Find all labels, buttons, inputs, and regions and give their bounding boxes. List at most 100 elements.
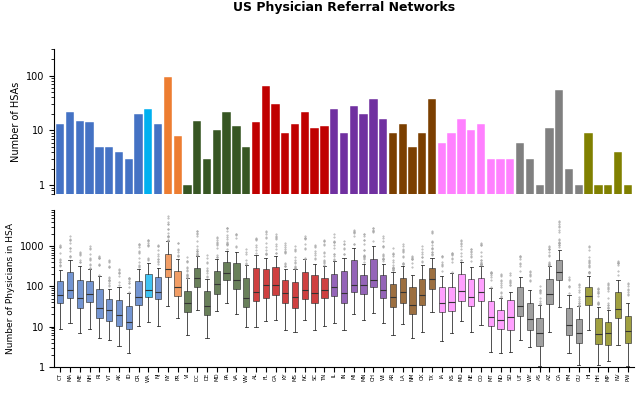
Bar — [86, 122, 94, 412]
Bar — [212, 130, 221, 412]
Bar — [447, 133, 456, 412]
PathPatch shape — [214, 271, 220, 294]
PathPatch shape — [399, 278, 406, 303]
Bar — [545, 128, 554, 412]
PathPatch shape — [175, 271, 181, 296]
PathPatch shape — [96, 289, 102, 318]
PathPatch shape — [360, 274, 367, 294]
Bar — [105, 147, 113, 412]
PathPatch shape — [312, 275, 318, 302]
Bar — [340, 133, 348, 412]
PathPatch shape — [478, 279, 484, 301]
PathPatch shape — [429, 267, 435, 289]
Bar — [310, 128, 319, 412]
PathPatch shape — [204, 290, 210, 315]
Bar — [623, 185, 632, 412]
Bar — [291, 124, 300, 412]
PathPatch shape — [292, 282, 298, 308]
PathPatch shape — [253, 268, 259, 301]
PathPatch shape — [595, 318, 602, 344]
Bar — [173, 136, 182, 412]
PathPatch shape — [507, 300, 513, 330]
PathPatch shape — [527, 303, 533, 330]
PathPatch shape — [86, 281, 93, 302]
Y-axis label: Number of HSAs: Number of HSAs — [11, 82, 20, 162]
PathPatch shape — [321, 278, 328, 298]
Bar — [525, 159, 534, 412]
Bar — [428, 98, 436, 412]
PathPatch shape — [497, 309, 504, 328]
PathPatch shape — [458, 274, 465, 301]
PathPatch shape — [233, 263, 239, 289]
Bar — [565, 169, 573, 412]
Bar — [262, 86, 270, 412]
Bar — [125, 159, 133, 412]
Bar — [418, 133, 426, 412]
Bar — [271, 104, 280, 412]
PathPatch shape — [341, 271, 347, 303]
Bar — [56, 124, 65, 412]
PathPatch shape — [615, 292, 621, 318]
PathPatch shape — [351, 260, 357, 293]
PathPatch shape — [155, 277, 161, 300]
Bar — [604, 185, 612, 412]
PathPatch shape — [164, 254, 171, 277]
PathPatch shape — [243, 278, 250, 307]
Bar — [154, 124, 163, 412]
Bar — [95, 147, 104, 412]
Bar — [536, 185, 544, 412]
Bar — [486, 159, 495, 412]
Bar — [467, 130, 476, 412]
Bar — [408, 147, 417, 412]
PathPatch shape — [116, 300, 122, 326]
Bar — [594, 185, 602, 412]
Bar — [330, 109, 339, 412]
PathPatch shape — [488, 301, 494, 326]
PathPatch shape — [517, 287, 524, 316]
PathPatch shape — [410, 287, 415, 314]
PathPatch shape — [301, 272, 308, 299]
PathPatch shape — [566, 308, 572, 335]
PathPatch shape — [547, 279, 552, 304]
Bar — [183, 185, 191, 412]
Bar — [193, 121, 202, 412]
Bar — [506, 159, 515, 412]
Bar — [115, 152, 123, 412]
PathPatch shape — [536, 318, 543, 346]
PathPatch shape — [575, 319, 582, 343]
Bar — [320, 126, 328, 412]
PathPatch shape — [262, 269, 269, 298]
Bar — [555, 90, 563, 412]
Bar — [203, 159, 211, 412]
Y-axis label: Number of Physicians in HSA: Number of Physicians in HSA — [6, 223, 15, 354]
PathPatch shape — [370, 259, 376, 288]
PathPatch shape — [184, 290, 191, 312]
Bar — [134, 114, 143, 412]
Bar — [66, 112, 74, 412]
PathPatch shape — [468, 279, 474, 306]
Bar — [379, 119, 387, 412]
Bar — [438, 143, 446, 412]
Bar — [223, 112, 231, 412]
Bar — [76, 121, 84, 412]
Bar — [281, 133, 289, 412]
PathPatch shape — [194, 268, 200, 287]
PathPatch shape — [605, 322, 611, 345]
PathPatch shape — [390, 284, 396, 307]
Bar — [242, 147, 250, 412]
Bar — [477, 124, 485, 412]
PathPatch shape — [273, 267, 278, 295]
Bar — [388, 133, 397, 412]
PathPatch shape — [77, 280, 83, 308]
PathPatch shape — [57, 281, 63, 303]
Bar — [252, 122, 260, 412]
PathPatch shape — [586, 287, 592, 305]
Bar — [301, 112, 309, 412]
PathPatch shape — [380, 275, 387, 297]
Title: US Physician Referral Networks: US Physician Referral Networks — [233, 0, 455, 14]
PathPatch shape — [282, 280, 289, 302]
PathPatch shape — [223, 262, 230, 280]
Bar — [369, 98, 378, 412]
Bar — [614, 152, 622, 412]
Bar — [399, 124, 407, 412]
